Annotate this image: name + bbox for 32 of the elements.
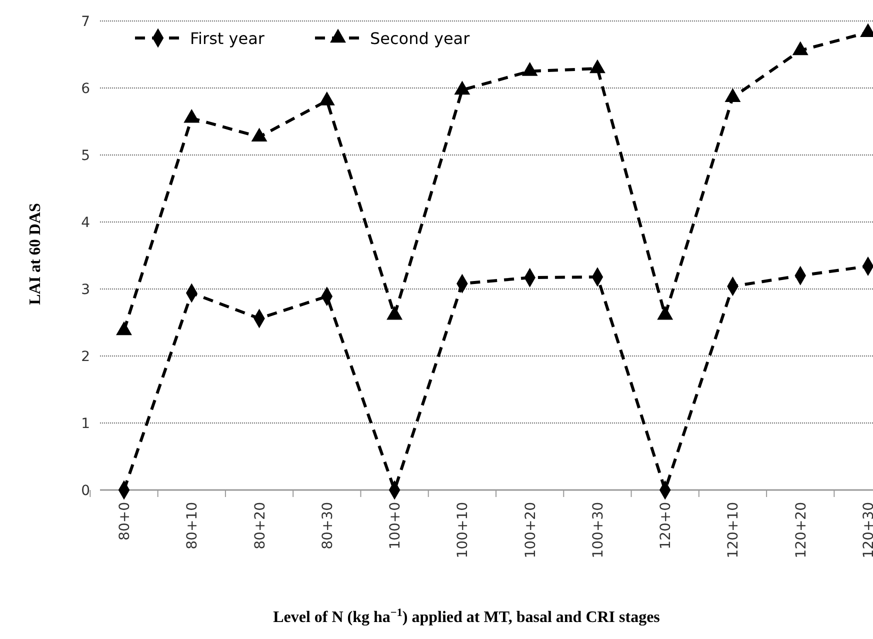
- x-tick-label: 100+0: [388, 502, 404, 550]
- x-axis-title: Level of N (kg ha$^{−1}$) applied at MT, basal and CRI stages: [273, 607, 660, 626]
- x-tick-label: 120+10: [726, 502, 742, 558]
- point: [454, 80, 470, 95]
- y-tick-label: 7: [81, 14, 90, 30]
- point: [184, 108, 200, 123]
- point: [589, 59, 606, 74]
- point: [792, 41, 808, 56]
- y-tick-label: 0: [81, 482, 90, 499]
- y-tick-label: 5: [81, 148, 90, 164]
- legend-label: Second year: [370, 29, 470, 48]
- x-tick-label: 120+20: [793, 502, 810, 558]
- x-tick-label: 100+30: [590, 502, 606, 558]
- y-axis-title: LAI at 60 DAS: [27, 203, 44, 305]
- y-tick-label: 2: [81, 348, 90, 365]
- x-tick-label: 80+10: [184, 502, 201, 550]
- x-tick-label: 120+30: [861, 502, 873, 558]
- y-tick-label: 1: [81, 416, 90, 432]
- x-tick-label: 80+20: [252, 502, 268, 550]
- x-tick-label: 80+30: [320, 502, 336, 550]
- point: [251, 128, 268, 142]
- legend-label: First year: [190, 29, 265, 48]
- point: [724, 88, 741, 102]
- x-tick-label: 120+0: [658, 502, 674, 550]
- point: [318, 92, 335, 106]
- x-tick-label: 100+20: [522, 502, 539, 558]
- x-tick-label: 80+0: [117, 502, 133, 540]
- y-tick-label: 6: [81, 80, 90, 97]
- y-tick-label: 3: [81, 282, 90, 298]
- point: [522, 62, 538, 76]
- x-tick-label: 100+10: [455, 502, 472, 558]
- y-tick-label: 4: [81, 214, 90, 231]
